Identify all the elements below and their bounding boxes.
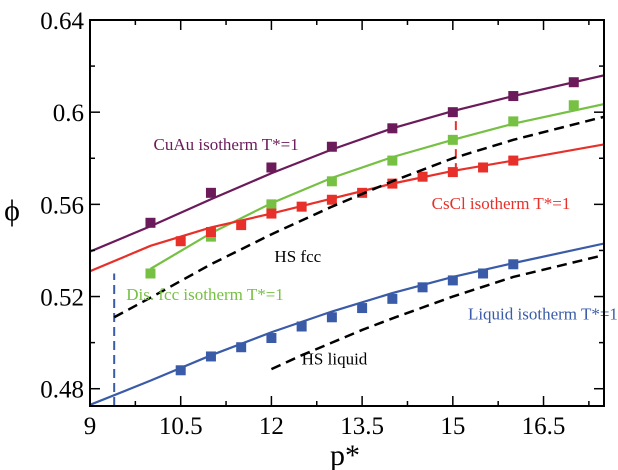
data-point-liquid-isotherm-t-1 xyxy=(357,303,368,314)
series-line-dis-fcc-isotherm-t-1 xyxy=(149,103,604,270)
annotation-hs-fcc: HS fcc xyxy=(274,247,321,266)
plot-area: CuAu isotherm T*=1 CsCl isotherm T*=1 HS f… xyxy=(90,74,618,406)
x-axis-title: p* xyxy=(330,439,360,470)
data-point-cuau-isotherm-t-1 xyxy=(568,77,579,88)
annotation-cscl-isotherm-t-1: CsCl isotherm T*=1 xyxy=(432,194,571,213)
annotation-cuau-isotherm-t-1: CuAu isotherm T*=1 xyxy=(153,135,298,154)
data-point-dis-fcc-isotherm-t-1 xyxy=(145,268,156,279)
series-cscl-isotherm-t-1 xyxy=(90,143,604,273)
series-line-cuau-isotherm-t-1 xyxy=(90,74,604,253)
data-point-dis-fcc-isotherm-t-1 xyxy=(326,176,337,187)
annotation-hs-liquid: HS liquid xyxy=(302,350,368,369)
plot-frame xyxy=(89,19,605,407)
data-point-liquid-isotherm-t-1 xyxy=(508,259,519,270)
data-point-liquid-isotherm-t-1 xyxy=(175,365,186,376)
data-point-dis-fcc-isotherm-t-1 xyxy=(508,116,519,127)
annotation-dis-fcc-isotherm-t-1: Dis. fcc isotherm T*=1 xyxy=(126,285,284,304)
series-line-hs-liquid xyxy=(270,253,604,371)
data-point-liquid-isotherm-t-1 xyxy=(236,342,247,353)
x-tick-label: 13.5 xyxy=(340,413,384,440)
x-tick-label: 9 xyxy=(84,413,97,440)
x-tick-label: 10.5 xyxy=(159,413,203,440)
data-point-cscl-isotherm-t-1 xyxy=(205,227,216,238)
data-point-cscl-isotherm-t-1 xyxy=(417,171,428,182)
data-point-cscl-isotherm-t-1 xyxy=(296,201,307,212)
data-point-cuau-isotherm-t-1 xyxy=(145,217,156,228)
data-point-liquid-isotherm-t-1 xyxy=(205,351,216,362)
y-tick-label: 0.56 xyxy=(40,192,84,219)
data-point-cscl-isotherm-t-1 xyxy=(447,167,458,178)
axes: 9 10.5 12 13.5 15 16.5 0.48 0.52 0.56 0.6 0.64 xyxy=(40,8,605,440)
x-tick-label: 15 xyxy=(440,413,465,440)
series-cuau-isotherm-t-1 xyxy=(90,74,604,253)
data-point-liquid-isotherm-t-1 xyxy=(447,275,458,286)
data-point-liquid-isotherm-t-1 xyxy=(266,333,277,344)
data-point-cscl-isotherm-t-1 xyxy=(236,220,247,231)
series-line-hs-fcc xyxy=(113,115,604,319)
data-point-cuau-isotherm-t-1 xyxy=(205,187,216,198)
data-point-dis-fcc-isotherm-t-1 xyxy=(387,155,398,166)
plot-clip-group xyxy=(90,74,604,406)
x-tick-label: 16.5 xyxy=(522,413,566,440)
y-tick-label: 0.52 xyxy=(40,285,84,312)
data-point-cscl-isotherm-t-1 xyxy=(508,155,519,166)
data-point-cscl-isotherm-t-1 xyxy=(387,178,398,189)
y-tick-label: 0.48 xyxy=(40,377,84,404)
data-point-cuau-isotherm-t-1 xyxy=(447,107,458,118)
data-point-cuau-isotherm-t-1 xyxy=(266,162,277,173)
series-hs-liquid xyxy=(270,253,604,371)
data-point-liquid-isotherm-t-1 xyxy=(478,268,489,279)
data-point-liquid-isotherm-t-1 xyxy=(296,321,307,332)
data-point-cuau-isotherm-t-1 xyxy=(387,123,398,134)
y-tick-label: 0.64 xyxy=(40,8,84,35)
data-point-dis-fcc-isotherm-t-1 xyxy=(447,134,458,145)
data-point-liquid-isotherm-t-1 xyxy=(417,282,428,293)
x-tick-label: 12 xyxy=(259,413,284,440)
data-point-dis-fcc-isotherm-t-1 xyxy=(266,199,277,210)
data-point-cscl-isotherm-t-1 xyxy=(266,208,277,219)
data-point-cscl-isotherm-t-1 xyxy=(478,162,489,173)
data-point-cscl-isotherm-t-1 xyxy=(326,194,337,205)
series-liquid-isotherm-t-1 xyxy=(90,242,604,406)
y-tick-label: 0.6 xyxy=(53,100,84,127)
data-point-dis-fcc-isotherm-t-1 xyxy=(568,100,579,111)
y-axis-title: ϕ xyxy=(4,194,20,227)
series-hs-fcc xyxy=(113,115,604,319)
data-point-cuau-isotherm-t-1 xyxy=(326,141,337,152)
data-point-liquid-isotherm-t-1 xyxy=(387,293,398,304)
data-point-liquid-isotherm-t-1 xyxy=(326,312,337,323)
data-point-cuau-isotherm-t-1 xyxy=(508,91,519,102)
data-point-cscl-isotherm-t-1 xyxy=(175,236,186,247)
annotation-liquid-isotherm-t-1: Liquid isotherm T*=1 xyxy=(468,305,618,324)
series-line-liquid-isotherm-t-1 xyxy=(90,242,604,406)
